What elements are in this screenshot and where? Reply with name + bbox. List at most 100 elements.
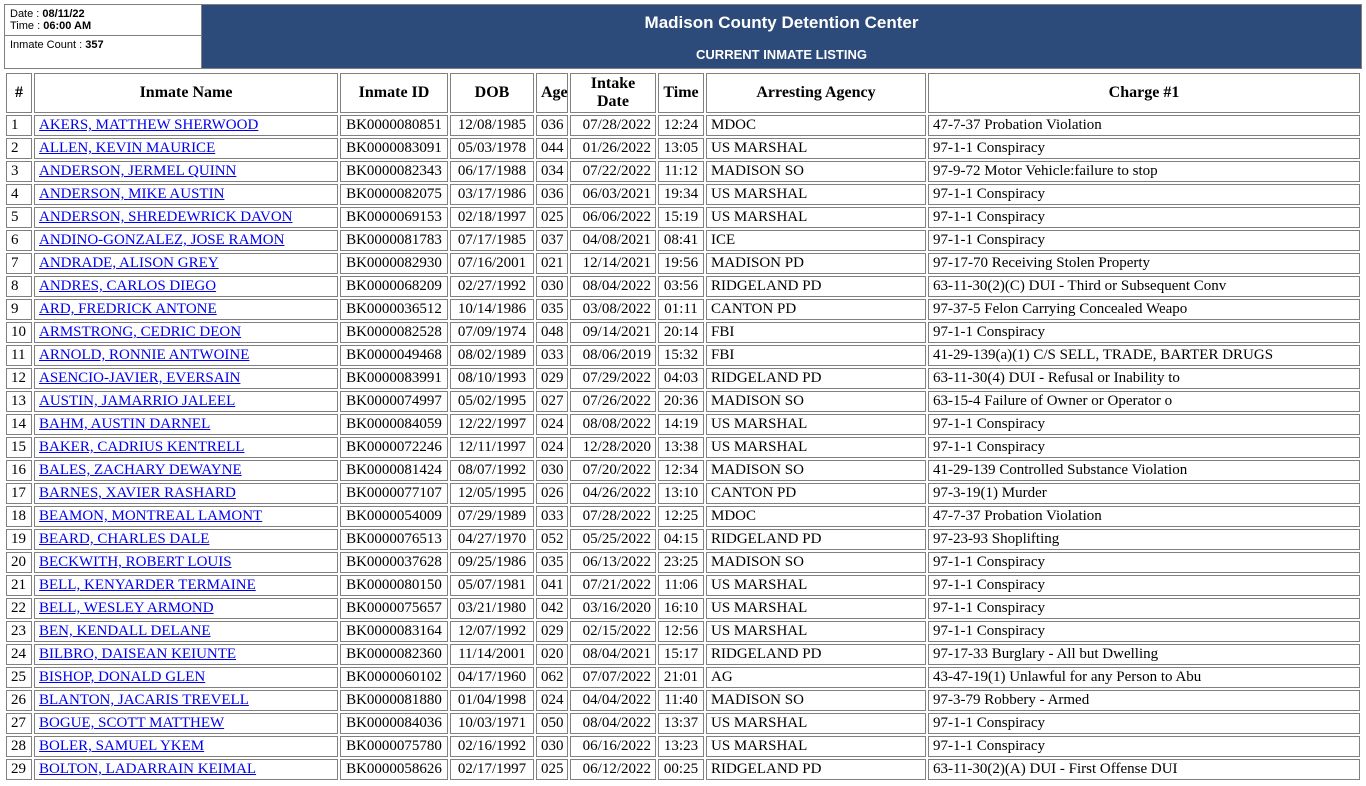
inmate-link[interactable]: AKERS, MATTHEW SHERWOOD bbox=[39, 117, 258, 133]
cell-num: 9 bbox=[6, 299, 32, 320]
cell-charge: 97-1-1 Conspiracy bbox=[928, 598, 1360, 619]
col-header-intake: Intake Date bbox=[570, 73, 656, 113]
table-header-row: # Inmate Name Inmate ID DOB Age Intake D… bbox=[6, 73, 1360, 113]
inmate-link[interactable]: BOLER, SAMUEL YKEM bbox=[39, 738, 204, 754]
cell-charge: 97-3-79 Robbery - Armed bbox=[928, 690, 1360, 711]
inmate-link[interactable]: ANDERSON, MIKE AUSTIN bbox=[39, 186, 224, 202]
cell-age: 030 bbox=[536, 460, 568, 481]
inmate-link[interactable]: ARD, FREDRICK ANTONE bbox=[39, 301, 217, 317]
inmate-link[interactable]: BLANTON, JACARIS TREVELL bbox=[39, 692, 249, 708]
cell-intake: 07/21/2022 bbox=[570, 575, 656, 596]
cell-charge: 97-1-1 Conspiracy bbox=[928, 713, 1360, 734]
cell-agency: FBI bbox=[706, 345, 926, 366]
inmate-link[interactable]: BECKWITH, ROBERT LOUIS bbox=[39, 554, 232, 570]
cell-name: ANDRES, CARLOS DIEGO bbox=[34, 276, 338, 297]
inmate-link[interactable]: ANDERSON, SHREDEWRICK DAVON bbox=[39, 209, 292, 225]
cell-name: ANDINO-GONZALEZ, JOSE RAMON bbox=[34, 230, 338, 251]
inmate-link[interactable]: BAKER, CADRIUS KENTRELL bbox=[39, 439, 244, 455]
inmate-link[interactable]: BEAMON, MONTREAL LAMONT bbox=[39, 508, 262, 524]
inmate-link[interactable]: ARNOLD, RONNIE ANTWOINE bbox=[39, 347, 249, 363]
cell-name: ASENCIO-JAVIER, EVERSAIN bbox=[34, 368, 338, 389]
cell-charge: 97-1-1 Conspiracy bbox=[928, 437, 1360, 458]
meta-count: Inmate Count : 357 bbox=[5, 36, 201, 54]
inmate-link[interactable]: ANDRES, CARLOS DIEGO bbox=[39, 278, 216, 294]
table-row: 4ANDERSON, MIKE AUSTINBK000008207503/17/… bbox=[6, 184, 1360, 205]
cell-intake: 04/08/2021 bbox=[570, 230, 656, 251]
cell-name: BELL, WESLEY ARMOND bbox=[34, 598, 338, 619]
cell-charge: 63-11-30(4) DUI - Refusal or Inability t… bbox=[928, 368, 1360, 389]
inmate-link[interactable]: BELL, KENYARDER TERMAINE bbox=[39, 577, 256, 593]
cell-agency: FBI bbox=[706, 322, 926, 343]
cell-age: 024 bbox=[536, 437, 568, 458]
cell-dob: 02/16/1992 bbox=[450, 736, 534, 757]
col-header-age: Age bbox=[536, 73, 568, 113]
cell-intake: 01/26/2022 bbox=[570, 138, 656, 159]
listing-subtitle: CURRENT INMATE LISTING bbox=[202, 47, 1361, 62]
cell-dob: 02/27/1992 bbox=[450, 276, 534, 297]
table-row: 13AUSTIN, JAMARRIO JALEELBK000007499705/… bbox=[6, 391, 1360, 412]
inmate-link[interactable]: BOGUE, SCOTT MATTHEW bbox=[39, 715, 224, 731]
inmate-link[interactable]: BAHM, AUSTIN DARNEL bbox=[39, 416, 210, 432]
table-row: 21BELL, KENYARDER TERMAINEBK000008015005… bbox=[6, 575, 1360, 596]
cell-name: ALLEN, KEVIN MAURICE bbox=[34, 138, 338, 159]
cell-num: 8 bbox=[6, 276, 32, 297]
inmate-link[interactable]: BEN, KENDALL DELANE bbox=[39, 623, 211, 639]
inmate-link[interactable]: AUSTIN, JAMARRIO JALEEL bbox=[39, 393, 235, 409]
cell-agency: MDOC bbox=[706, 506, 926, 527]
cell-name: BOGUE, SCOTT MATTHEW bbox=[34, 713, 338, 734]
cell-charge: 97-17-33 Burglary - All but Dwelling bbox=[928, 644, 1360, 665]
inmate-link[interactable]: ALLEN, KEVIN MAURICE bbox=[39, 140, 215, 156]
inmate-link[interactable]: BOLTON, LADARRAIN KEIMAL bbox=[39, 761, 256, 777]
cell-time: 00:25 bbox=[658, 759, 704, 780]
cell-id: BK0000083091 bbox=[340, 138, 448, 159]
cell-dob: 07/17/1985 bbox=[450, 230, 534, 251]
cell-dob: 08/02/1989 bbox=[450, 345, 534, 366]
cell-agency: AG bbox=[706, 667, 926, 688]
inmate-link[interactable]: BISHOP, DONALD GLEN bbox=[39, 669, 205, 685]
cell-age: 029 bbox=[536, 368, 568, 389]
cell-age: 042 bbox=[536, 598, 568, 619]
table-row: 12ASENCIO-JAVIER, EVERSAINBK000008399108… bbox=[6, 368, 1360, 389]
cell-dob: 05/02/1995 bbox=[450, 391, 534, 412]
cell-charge: 97-1-1 Conspiracy bbox=[928, 230, 1360, 251]
cell-intake: 06/12/2022 bbox=[570, 759, 656, 780]
cell-time: 13:05 bbox=[658, 138, 704, 159]
inmate-link[interactable]: BARNES, XAVIER RASHARD bbox=[39, 485, 236, 501]
cell-charge: 41-29-139 Controlled Substance Violation bbox=[928, 460, 1360, 481]
inmate-link[interactable]: ANDINO-GONZALEZ, JOSE RAMON bbox=[39, 232, 284, 248]
cell-id: BK0000083164 bbox=[340, 621, 448, 642]
cell-agency: US MARSHAL bbox=[706, 713, 926, 734]
table-row: 25BISHOP, DONALD GLENBK000006010204/17/1… bbox=[6, 667, 1360, 688]
cell-charge: 47-7-37 Probation Violation bbox=[928, 506, 1360, 527]
inmate-link[interactable]: BILBRO, DAISEAN KEIUNTE bbox=[39, 646, 236, 662]
inmate-link[interactable]: ASENCIO-JAVIER, EVERSAIN bbox=[39, 370, 240, 386]
inmate-link[interactable]: BELL, WESLEY ARMOND bbox=[39, 600, 214, 616]
col-header-dob: DOB bbox=[450, 73, 534, 113]
cell-age: 044 bbox=[536, 138, 568, 159]
table-row: 10ARMSTRONG, CEDRIC DEONBK000008252807/0… bbox=[6, 322, 1360, 343]
inmate-link[interactable]: ANDERSON, JERMEL QUINN bbox=[39, 163, 236, 179]
inmate-link[interactable]: BALES, ZACHARY DEWAYNE bbox=[39, 462, 242, 478]
cell-dob: 05/03/1978 bbox=[450, 138, 534, 159]
inmate-link[interactable]: ANDRADE, ALISON GREY bbox=[39, 255, 219, 271]
cell-time: 15:17 bbox=[658, 644, 704, 665]
inmate-table: # Inmate Name Inmate ID DOB Age Intake D… bbox=[4, 71, 1362, 782]
cell-charge: 97-23-93 Shoplifting bbox=[928, 529, 1360, 550]
cell-time: 04:03 bbox=[658, 368, 704, 389]
cell-name: ARD, FREDRICK ANTONE bbox=[34, 299, 338, 320]
cell-charge: 63-11-30(2)(A) DUI - First Offense DUI bbox=[928, 759, 1360, 780]
cell-id: BK0000081783 bbox=[340, 230, 448, 251]
cell-dob: 02/18/1997 bbox=[450, 207, 534, 228]
inmate-link[interactable]: BEARD, CHARLES DALE bbox=[39, 531, 209, 547]
cell-id: BK0000082343 bbox=[340, 161, 448, 182]
cell-num: 20 bbox=[6, 552, 32, 573]
inmate-link[interactable]: ARMSTRONG, CEDRIC DEON bbox=[39, 324, 241, 340]
table-row: 18BEAMON, MONTREAL LAMONTBK000005400907/… bbox=[6, 506, 1360, 527]
cell-intake: 06/16/2022 bbox=[570, 736, 656, 757]
table-row: 14BAHM, AUSTIN DARNELBK000008405912/22/1… bbox=[6, 414, 1360, 435]
header-banner: Madison County Detention Center CURRENT … bbox=[202, 4, 1362, 69]
cell-intake: 12/28/2020 bbox=[570, 437, 656, 458]
cell-age: 024 bbox=[536, 414, 568, 435]
cell-dob: 02/17/1997 bbox=[450, 759, 534, 780]
cell-num: 10 bbox=[6, 322, 32, 343]
